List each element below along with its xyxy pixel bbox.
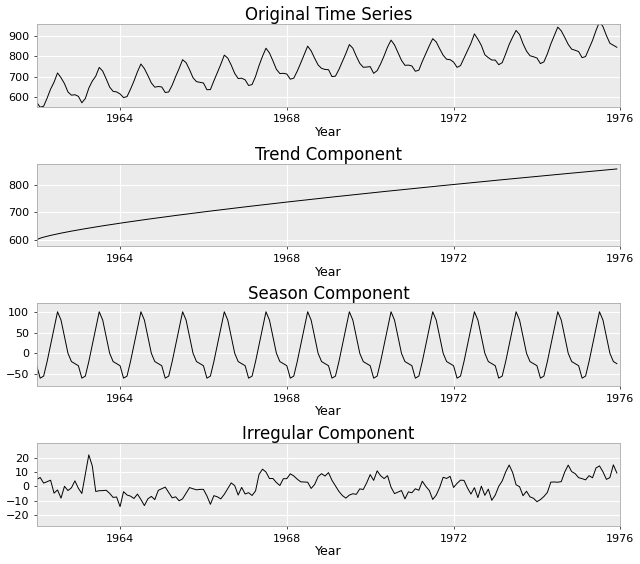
X-axis label: Year: Year — [315, 126, 342, 139]
Title: Season Component: Season Component — [248, 285, 410, 303]
X-axis label: Year: Year — [315, 266, 342, 279]
Title: Irregular Component: Irregular Component — [243, 425, 415, 443]
X-axis label: Year: Year — [315, 545, 342, 558]
X-axis label: Year: Year — [315, 406, 342, 418]
Title: Original Time Series: Original Time Series — [244, 6, 412, 24]
Title: Trend Component: Trend Component — [255, 146, 402, 164]
